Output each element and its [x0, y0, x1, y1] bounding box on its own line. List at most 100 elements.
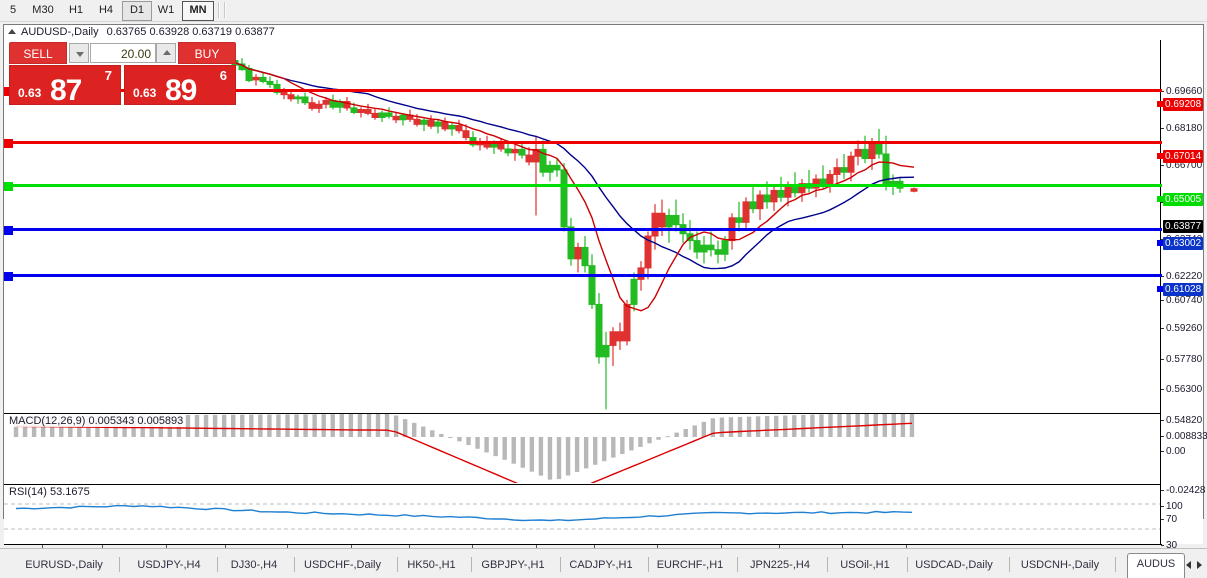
- macd-bar: [801, 414, 806, 437]
- chart-tab-usoilh1[interactable]: USOil-,H1: [840, 559, 890, 571]
- buy-button[interactable]: BUY: [178, 42, 236, 64]
- price-axis[interactable]: 0.696600.681800.667000.652200.637400.622…: [1157, 40, 1207, 562]
- timeframe-m30[interactable]: M30: [32, 4, 54, 16]
- level-handle-resistance-mid[interactable]: [4, 139, 13, 148]
- level-line-support-lower[interactable]: [4, 274, 1162, 277]
- macd-pane[interactable]: MACD(12,26,9) 0.005343 0.005893: [4, 413, 1162, 483]
- macd-bar: [384, 414, 390, 437]
- level-handle-support-lower[interactable]: [4, 272, 13, 281]
- sell-button[interactable]: SELL: [9, 42, 67, 64]
- chart-tab-gbpjpyh1[interactable]: GBPJPY-,H1: [481, 559, 545, 571]
- macd-bar: [203, 414, 209, 437]
- chart-tab-hk50h1[interactable]: HK50-,H1: [407, 559, 456, 571]
- one-click-trading-panel: SELL 20.00 BUY 0.63 87 7 0.63 89 6: [9, 42, 236, 105]
- macd-bar: [556, 437, 562, 480]
- candle-body: [371, 112, 379, 118]
- volume-input[interactable]: 20.00: [90, 43, 156, 63]
- candle-body: [385, 112, 393, 117]
- macd-signal-line: [15, 422, 913, 483]
- candle-body: [567, 226, 575, 260]
- chart-tab-eurusddaily[interactable]: EURUSD-,Daily: [25, 559, 103, 571]
- candle-body: [588, 265, 596, 305]
- candle-body: [882, 153, 890, 187]
- tab-separator: [827, 557, 828, 572]
- chart-tabs-bar: EURUSD-,Daily USDJPY-,H4 DJ30-,H4 USDCHF-,D…: [0, 548, 1207, 578]
- macd-bar: [656, 437, 661, 440]
- macd-bar: [774, 415, 779, 437]
- level-line-resistance-upper[interactable]: [4, 89, 1162, 92]
- rsi-pane[interactable]: RSI(14) 53.1675: [4, 484, 1162, 544]
- candle-body: [434, 121, 442, 127]
- time-tick: [42, 545, 43, 549]
- candle-body: [378, 112, 386, 119]
- macd-bar: [909, 414, 915, 437]
- macd-bar: [792, 415, 797, 437]
- axis-level-marker: [1157, 101, 1163, 107]
- macd-bar: [611, 437, 616, 458]
- tab-separator: [119, 557, 120, 572]
- macd-bar: [258, 414, 263, 437]
- chart-ohlc-values: 0.63765 0.63928 0.63719 0.63877: [106, 26, 275, 38]
- macd-bar: [683, 429, 688, 437]
- chart-tab-usdjpyh4[interactable]: USDJPY-,H4: [137, 559, 201, 571]
- macd-bar: [819, 414, 824, 437]
- macd-bar: [375, 414, 381, 437]
- time-tick: [721, 545, 722, 549]
- macd-bar: [185, 414, 191, 437]
- candle-body: [875, 142, 883, 155]
- candle-body: [784, 185, 792, 198]
- level-line-resistance-mid[interactable]: [4, 141, 1162, 144]
- toolbar-separator: [218, 2, 220, 18]
- level-line-pivot-green[interactable]: [4, 184, 1162, 187]
- time-tick: [225, 545, 226, 549]
- chart-tab-dj30h4[interactable]: DJ30-,H4: [230, 559, 278, 571]
- candle-body: [413, 118, 421, 125]
- timeframe-h1[interactable]: H1: [68, 4, 84, 16]
- level-handle-support-upper[interactable]: [4, 226, 13, 235]
- chart-tab-jpn225h4[interactable]: JPN225-,H4: [750, 559, 810, 571]
- tabs-scroll-right-icon[interactable]: [1195, 558, 1207, 572]
- macd-bar: [764, 416, 770, 437]
- chart-tab-cadjpyh1[interactable]: CADJPY-,H1: [569, 559, 633, 571]
- tabs-scroll-left-icon[interactable]: [1183, 558, 1195, 572]
- chart-tab-usdcaddaily[interactable]: USDCAD-,Daily: [915, 559, 993, 571]
- candle-body: [742, 201, 750, 223]
- macd-bar: [421, 426, 426, 437]
- volume-decrement-button[interactable]: [69, 43, 89, 63]
- candle-body: [840, 167, 848, 173]
- collapse-triangle-icon[interactable]: [8, 28, 16, 34]
- timeframe-h4[interactable]: H4: [98, 4, 114, 16]
- chart-tab-usdcnhdaily[interactable]: USDCNH-,Daily: [1020, 559, 1100, 571]
- candle-body: [623, 303, 631, 342]
- macd-bar: [737, 416, 743, 437]
- timeframe-d1[interactable]: D1: [122, 1, 152, 21]
- macd-bar: [629, 437, 634, 451]
- tab-separator: [648, 557, 649, 572]
- tab-separator: [397, 557, 398, 572]
- axis-level-marker: [1157, 286, 1163, 292]
- sell-price-display[interactable]: 0.63 87 7: [9, 65, 121, 105]
- level-handle-pivot-green[interactable]: [4, 182, 13, 191]
- price-tag-support-lower: 0.61028: [1163, 283, 1204, 296]
- chart-symbol-label: AUDUSD-,Daily: [21, 26, 99, 38]
- timeframe-w1[interactable]: W1: [157, 4, 175, 16]
- level-line-support-upper[interactable]: [4, 228, 1162, 231]
- volume-increment-button[interactable]: [156, 43, 176, 63]
- macd-bar: [276, 414, 281, 437]
- chart-tab-eurchfh1[interactable]: EURCHF-,H1: [656, 559, 724, 571]
- macd-bar: [231, 414, 236, 437]
- macd-bar: [430, 430, 435, 437]
- candle-body: [847, 155, 855, 173]
- candle-body: [364, 109, 372, 114]
- macd-bar: [221, 414, 227, 437]
- chart-tab-audus[interactable]: AUDUS: [1127, 553, 1185, 578]
- timeframe-mn[interactable]: MN: [182, 1, 214, 21]
- candle-body: [609, 331, 617, 346]
- price-tag-resistance-upper: 0.69208: [1163, 98, 1204, 111]
- buy-price-display[interactable]: 0.63 89 6: [124, 65, 236, 105]
- time-tick: [472, 545, 473, 549]
- timeframe-m5[interactable]: 5: [9, 4, 17, 16]
- macd-bar: [583, 437, 589, 469]
- candle-body: [602, 344, 610, 358]
- chart-tab-usdchfdaily[interactable]: USDCHF-,Daily: [304, 559, 381, 571]
